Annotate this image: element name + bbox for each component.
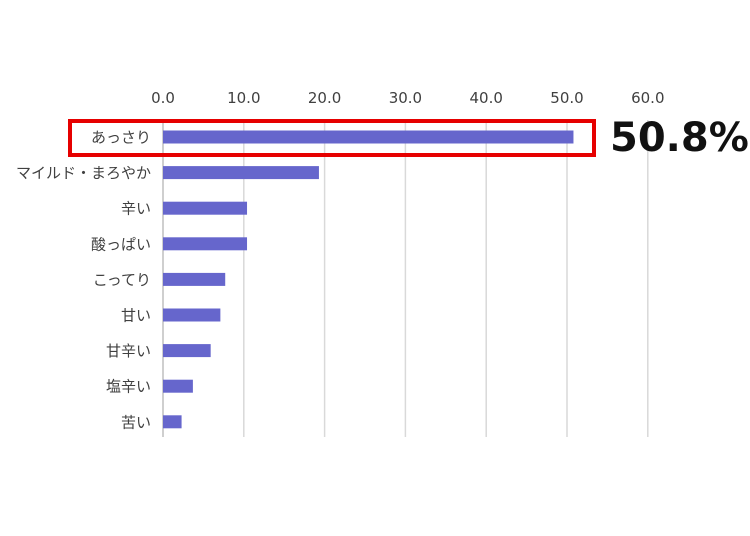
bar xyxy=(163,166,319,180)
bar xyxy=(163,344,211,358)
highlight-box xyxy=(68,119,596,157)
x-tick-label: 20.0 xyxy=(308,89,341,107)
category-label: 酸っぱい xyxy=(91,235,151,253)
category-label: 甘い xyxy=(121,307,151,325)
bar xyxy=(163,130,574,144)
highlight-value-label: 50.8% xyxy=(610,115,749,161)
x-tick-label: 30.0 xyxy=(389,89,422,107)
bar xyxy=(163,308,221,322)
x-tick-label: 0.0 xyxy=(151,89,175,107)
x-tick-label: 60.0 xyxy=(631,89,664,107)
category-label: 甘辛い xyxy=(106,342,151,360)
category-label: 辛い xyxy=(121,200,151,218)
bar xyxy=(163,272,226,286)
category-label: 苦い xyxy=(121,413,151,431)
category-label: マイルド・まろやか xyxy=(16,164,151,182)
x-tick-label: 40.0 xyxy=(469,89,502,107)
bar xyxy=(163,237,248,251)
category-label: 塩辛い xyxy=(106,378,151,396)
bar xyxy=(163,379,193,393)
bar xyxy=(163,415,182,429)
x-tick-label: 10.0 xyxy=(227,89,260,107)
category-label: こってり xyxy=(93,271,151,289)
category-label: あっさり xyxy=(91,129,151,147)
bar xyxy=(163,201,248,215)
x-tick-label: 50.0 xyxy=(550,89,583,107)
